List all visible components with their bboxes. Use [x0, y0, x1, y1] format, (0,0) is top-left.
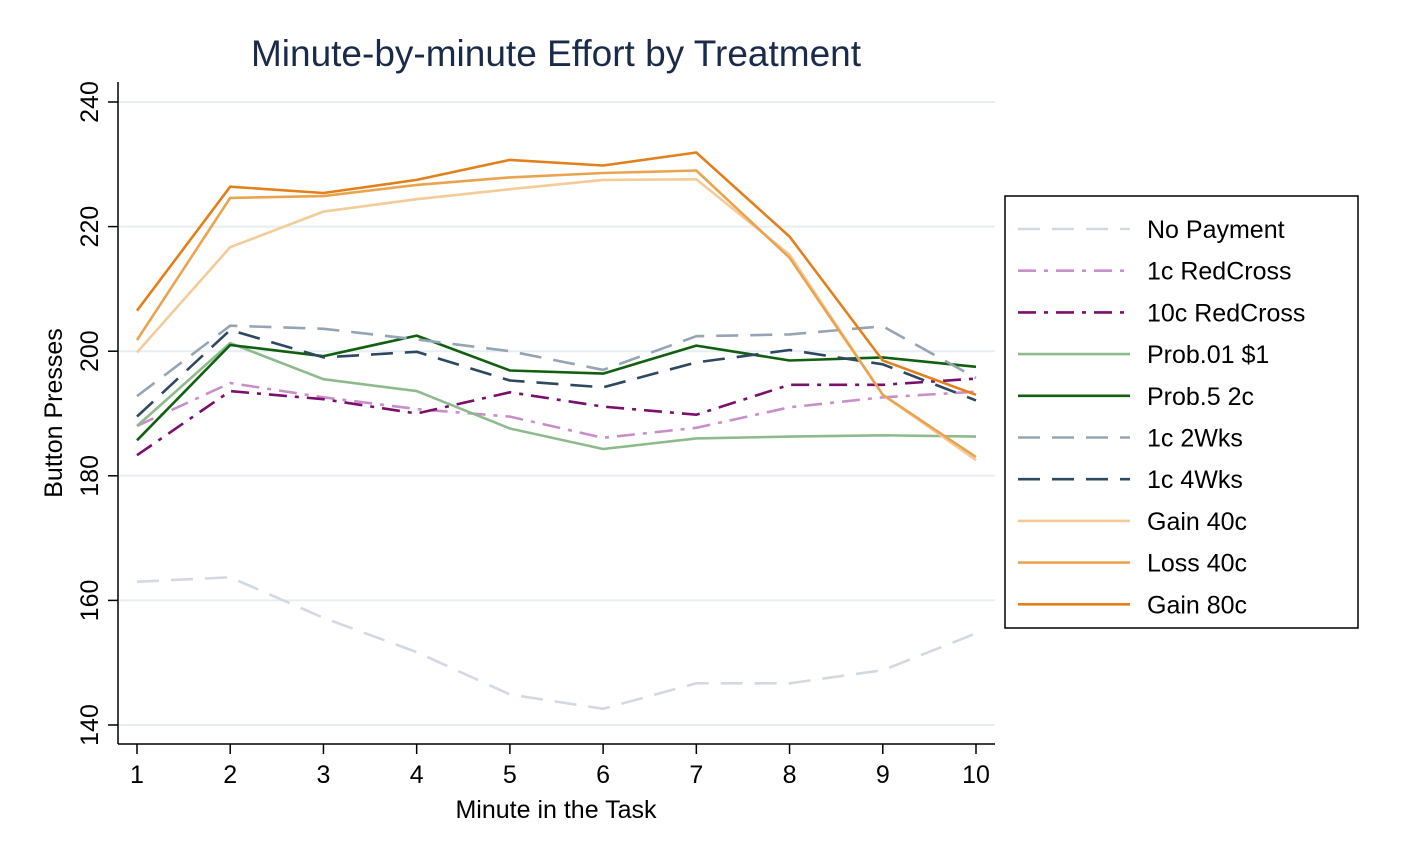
legend-item-label: 1c 2Wks [1147, 425, 1243, 453]
grid [118, 101, 995, 726]
axes: 140 160 180 200 220 240 1 2 3 4 5 6 7 8 9 10 [76, 81, 995, 789]
legend: No Payment 1c RedCross 10c RedCross Prob.01… [1004, 195, 1359, 629]
series-line-2 [136, 381, 977, 440]
series-line-9 [135, 169, 977, 459]
legend-item-label: Loss 40c [1147, 550, 1247, 578]
x-tick-label: 6 [596, 761, 610, 789]
series-line-3 [136, 377, 977, 457]
x-tick-label: 4 [410, 761, 424, 789]
chart-title: Minute-by-minute Effort by Treatment [251, 33, 862, 74]
legend-item-label: No Payment [1147, 216, 1285, 244]
legend-item-label: Gain 80c [1147, 591, 1247, 619]
series-group [135, 151, 977, 711]
legend-item-label: 10c RedCross [1147, 299, 1305, 327]
x-tick-label: 2 [223, 761, 237, 789]
x-tick-label: 7 [689, 761, 703, 789]
legend-box [1004, 195, 1359, 629]
legend-item-label: 1c RedCross [1147, 258, 1292, 286]
legend-item-label: Prob.5 2c [1147, 383, 1254, 411]
series-line-5 [136, 334, 977, 442]
legend-item-label: 1c 4Wks [1147, 466, 1243, 494]
series-line-10 [135, 151, 977, 397]
x-tick-label: 3 [316, 761, 330, 789]
x-tick-label: 10 [962, 761, 990, 789]
legend-item-label: Gain 40c [1147, 508, 1247, 536]
y-tick-label: 180 [76, 455, 104, 497]
series-line-7 [136, 328, 977, 418]
x-tick-label: 8 [783, 761, 797, 789]
y-tick-label: 200 [76, 330, 104, 372]
x-tick-label: 9 [876, 761, 890, 789]
legend-item-label: Prob.01 $1 [1147, 341, 1269, 369]
y-tick-label: 220 [76, 206, 104, 248]
y-tick-label: 140 [76, 704, 104, 746]
x-axis-label: Minute in the Task [455, 796, 657, 824]
x-tick-label: 1 [130, 761, 144, 789]
series-line-1 [136, 575, 977, 711]
y-tick-label: 240 [76, 81, 104, 123]
series-line-6 [136, 324, 977, 398]
y-axis-label: Button Presses [40, 328, 68, 498]
y-tick-label: 160 [76, 580, 104, 622]
series-line-4 [136, 341, 977, 451]
x-tick-label: 5 [503, 761, 517, 789]
